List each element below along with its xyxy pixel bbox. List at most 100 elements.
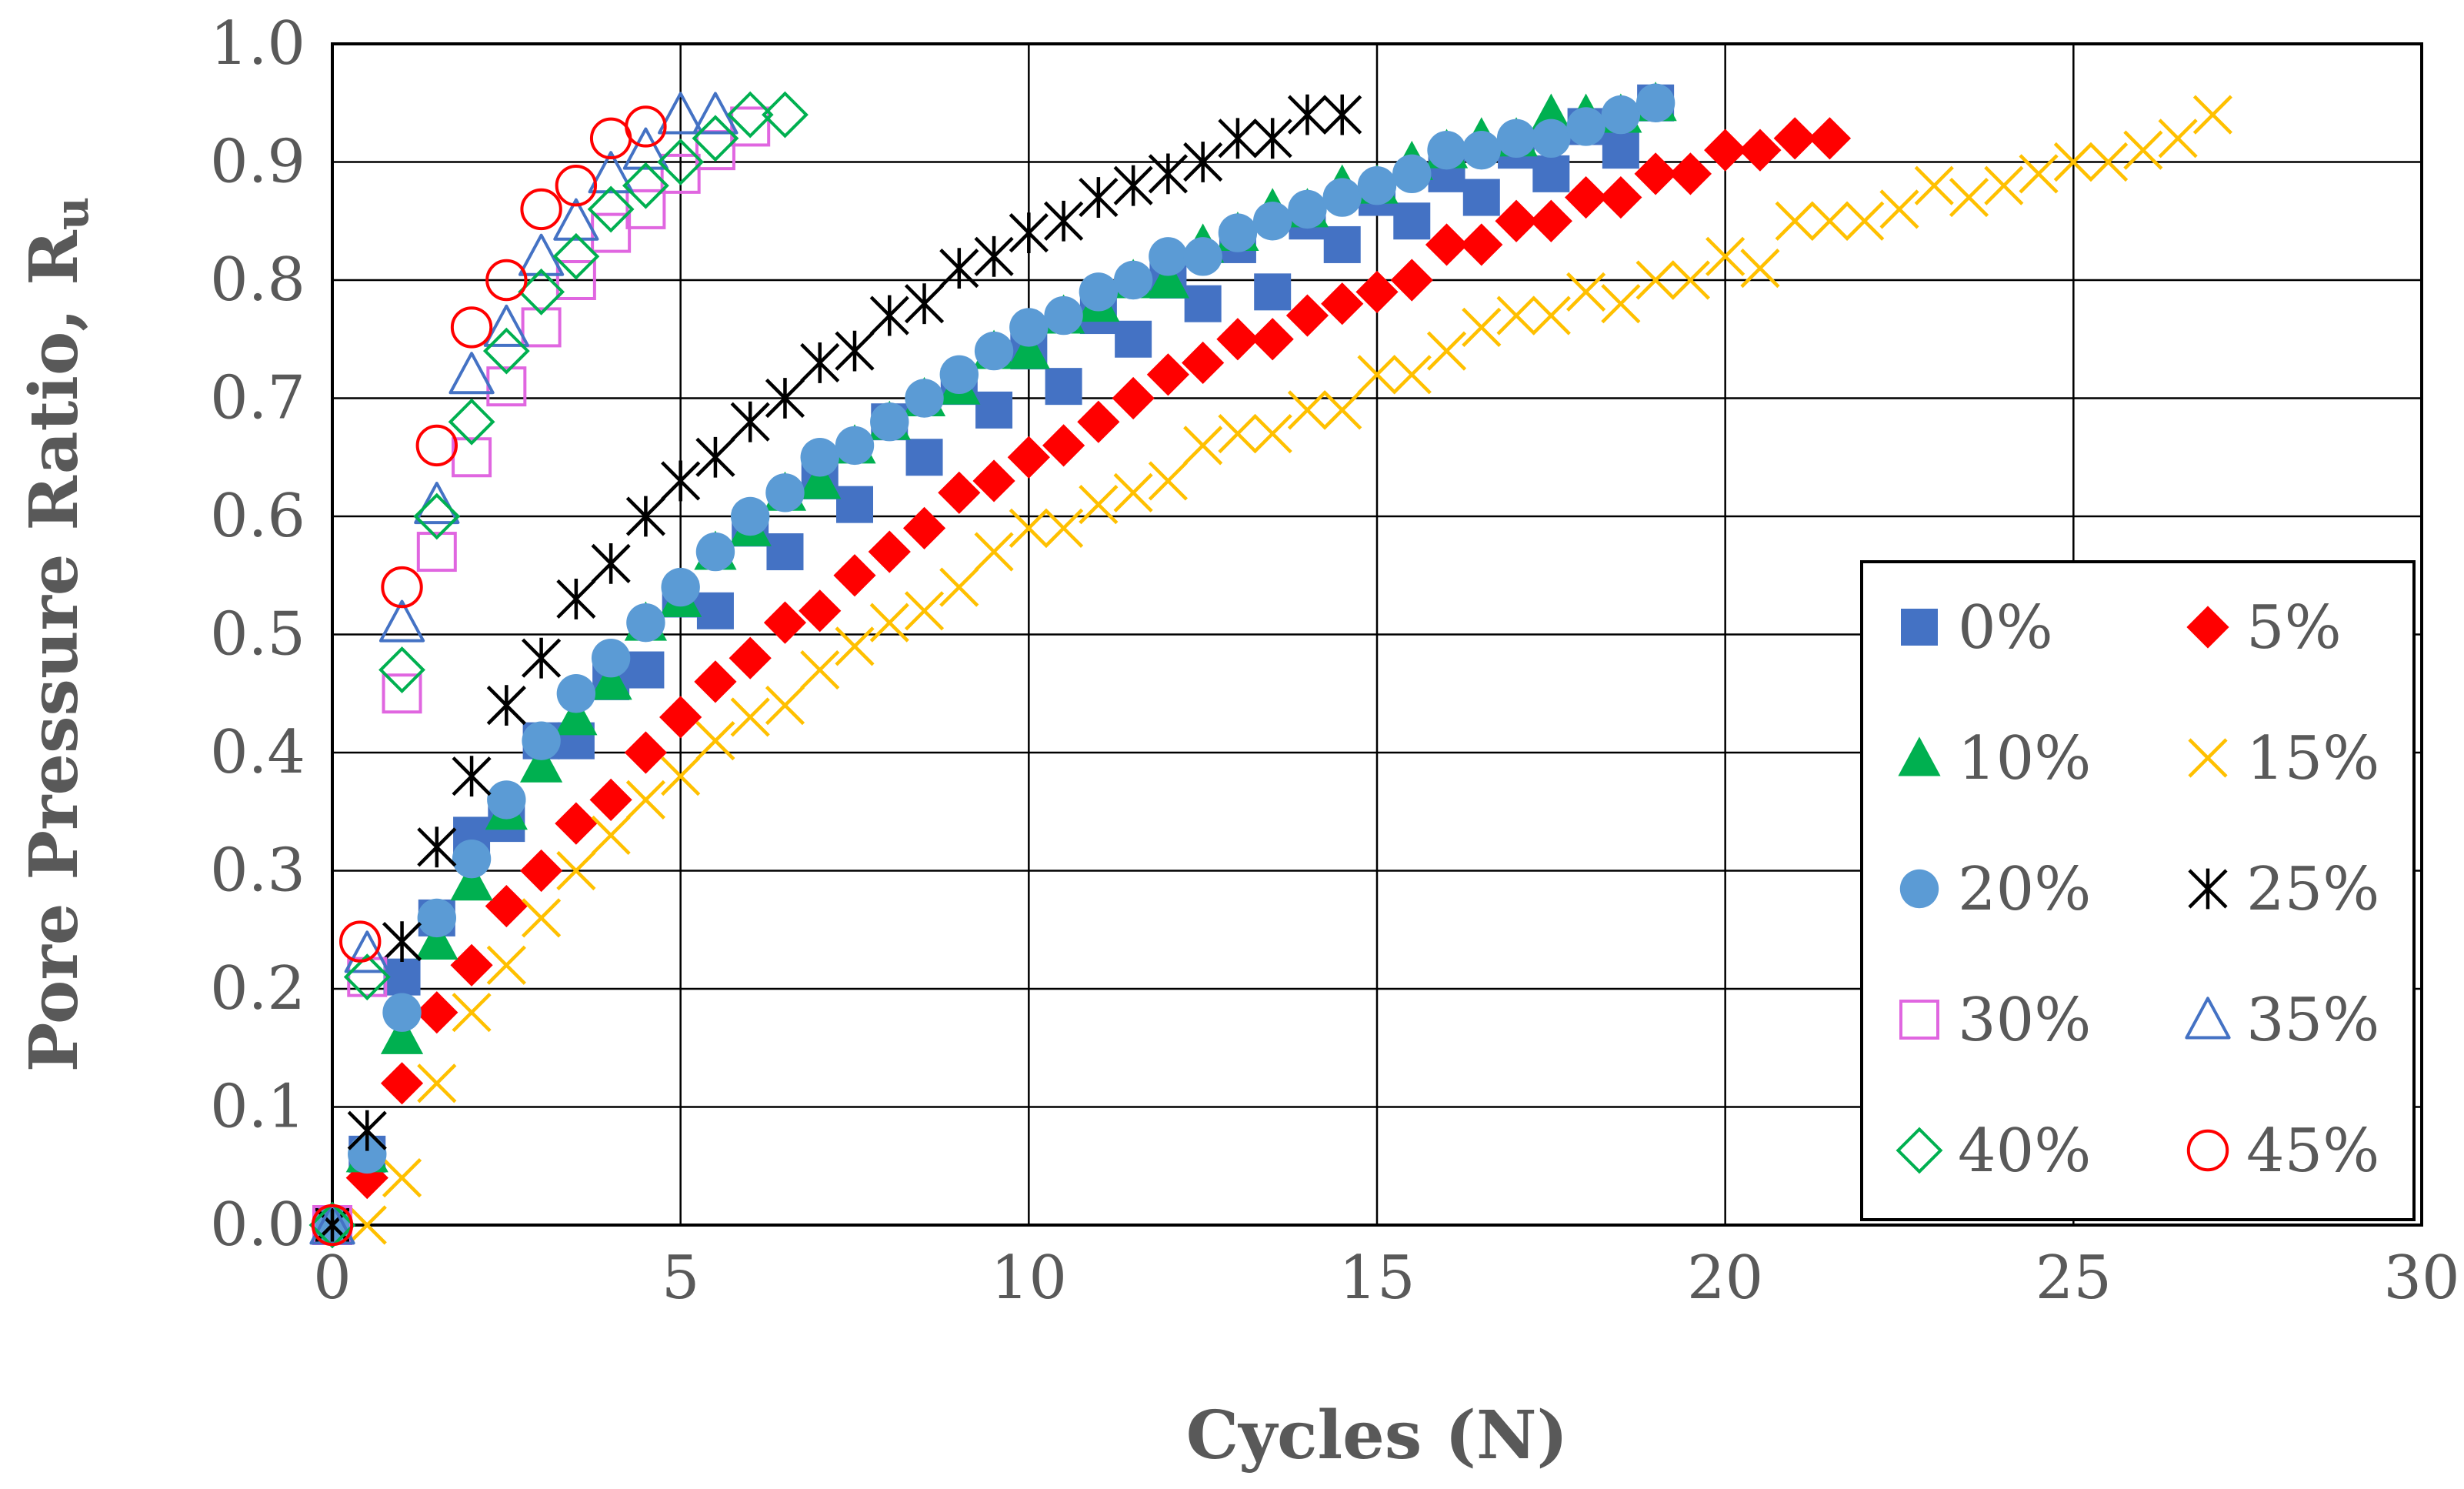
x-axis-ticks: 0 5 10 15 20 25 30 [313, 1244, 2459, 1313]
data-point [692, 115, 739, 162]
legend-label: 35% [2246, 986, 2379, 1055]
data-point [974, 331, 1014, 371]
data-point [413, 492, 461, 540]
data-point [452, 839, 492, 879]
data-point [1601, 95, 1641, 135]
data-point [765, 686, 805, 726]
data-point [625, 496, 665, 537]
data-point [1254, 273, 1292, 311]
data-point [625, 105, 667, 148]
data-point [1077, 400, 1120, 443]
data-point [1183, 142, 1223, 182]
x-tick-label: 0 [313, 1244, 352, 1313]
data-point [1426, 331, 1467, 371]
data-point [382, 1158, 422, 1198]
data-point [904, 591, 945, 631]
data-point [587, 185, 635, 233]
data-point [522, 898, 562, 938]
data-point [555, 802, 598, 845]
data-point [1045, 368, 1082, 406]
data-point [695, 436, 735, 478]
data-point [1218, 213, 1258, 252]
data-point [1808, 117, 1852, 160]
data-point [833, 554, 876, 597]
y-tick-label: 0.0 [210, 1190, 305, 1260]
data-point [1392, 154, 1432, 194]
data-point [1984, 165, 2024, 205]
data-point [1355, 270, 1399, 313]
data-point [765, 473, 805, 512]
data-point [835, 626, 875, 666]
data-point [414, 482, 460, 525]
data-point [1079, 485, 1119, 525]
data-point [312, 1204, 352, 1246]
data-point [1113, 472, 1153, 512]
data-point [974, 235, 1014, 277]
data-point [1009, 212, 1049, 253]
legend-items: 0% 5% 10% 15% 20% 25% 30% 35% 40% 45% [1896, 593, 2379, 1186]
data-point [339, 920, 382, 963]
series-25pct [312, 94, 1362, 1246]
data-point [2192, 95, 2232, 135]
data-point [518, 268, 565, 315]
data-point [311, 1204, 354, 1247]
y-axis-title-subscript: u [45, 197, 99, 231]
legend: 0% 5% 10% 15% 20% 25% 30% 35% 40% 45% [1860, 560, 2416, 1221]
legend-label: 45% [2246, 1117, 2379, 1186]
legend-label: 15% [2246, 724, 2379, 793]
data-point [659, 696, 702, 739]
x-tick-label: 10 [991, 1244, 1067, 1313]
data-point [555, 696, 598, 736]
data-point [695, 721, 735, 761]
data-point [381, 566, 423, 609]
data-point [1251, 318, 1294, 361]
legend-label: 5% [2246, 593, 2342, 663]
data-point [870, 402, 909, 442]
data-point [1601, 284, 1641, 324]
data-point [836, 486, 873, 523]
data-point [1914, 165, 1954, 205]
data-point [622, 162, 669, 209]
data-point [626, 603, 665, 643]
legend-marker [1899, 1000, 1939, 1040]
data-point [624, 731, 667, 774]
data-point [552, 232, 600, 280]
data-point [726, 91, 774, 139]
data-point [938, 471, 981, 514]
y-tick-label: 0.2 [210, 954, 305, 1023]
legend-label: 25% [2246, 855, 2379, 924]
data-point [378, 599, 425, 643]
data-point [1321, 282, 1364, 326]
legend-item: 15% [2188, 724, 2379, 793]
data-point [1635, 83, 1675, 122]
data-point [382, 673, 422, 714]
data-point [555, 165, 598, 207]
data-point [1599, 175, 1642, 219]
data-point [452, 756, 492, 797]
data-point [799, 459, 842, 499]
data-point [486, 685, 526, 726]
data-point [378, 646, 425, 693]
data-point [448, 398, 495, 446]
x-tick-label: 25 [2036, 1244, 2112, 1313]
data-point [1216, 318, 1259, 361]
data-point [730, 401, 770, 442]
data-point [1635, 260, 1675, 300]
data-point [1146, 259, 1189, 299]
legend-label: 20% [1958, 855, 2091, 924]
data-point [1496, 295, 1536, 336]
data-point [939, 567, 979, 607]
data-point [1113, 260, 1153, 300]
data-point [1218, 413, 1258, 454]
data-point [556, 674, 596, 713]
data-point [380, 1014, 424, 1054]
data-point [555, 260, 596, 300]
data-point [1566, 107, 1605, 146]
data-point [1112, 376, 1155, 420]
data-point [1287, 390, 1328, 430]
data-point [1809, 201, 1850, 241]
data-point [1113, 165, 1153, 206]
data-point [347, 1205, 387, 1245]
data-point [1218, 118, 1258, 159]
